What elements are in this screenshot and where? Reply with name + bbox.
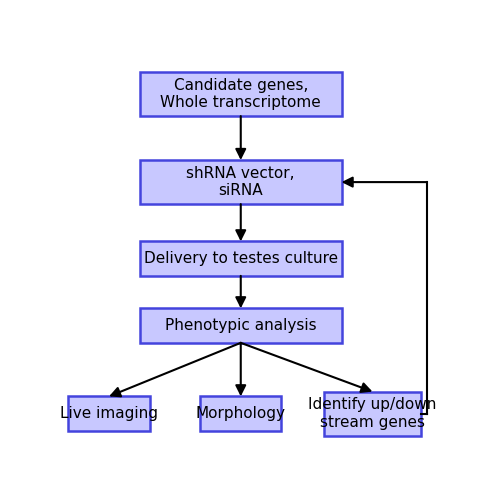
Text: Candidate genes,
Whole transcriptome: Candidate genes, Whole transcriptome: [160, 78, 321, 110]
Text: Live imaging: Live imaging: [60, 406, 158, 421]
Text: shRNA vector,
siRNA: shRNA vector, siRNA: [186, 166, 295, 198]
FancyBboxPatch shape: [324, 392, 421, 436]
FancyBboxPatch shape: [140, 242, 342, 276]
Text: Identify up/down
stream genes: Identify up/down stream genes: [308, 398, 436, 430]
FancyBboxPatch shape: [200, 397, 281, 431]
FancyBboxPatch shape: [140, 308, 342, 343]
FancyBboxPatch shape: [140, 72, 342, 116]
Text: Morphology: Morphology: [196, 406, 286, 421]
FancyBboxPatch shape: [140, 160, 342, 204]
Text: Phenotypic analysis: Phenotypic analysis: [165, 318, 316, 333]
Text: Delivery to testes culture: Delivery to testes culture: [144, 251, 338, 266]
FancyBboxPatch shape: [68, 397, 150, 431]
